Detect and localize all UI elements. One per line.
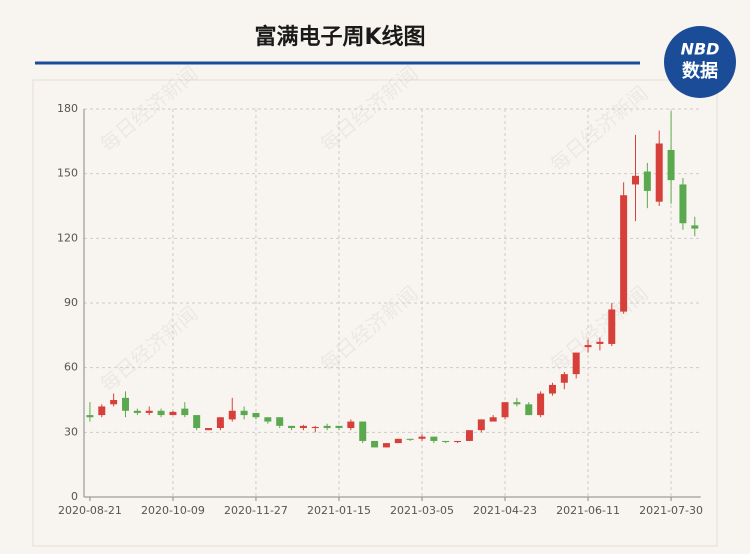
logo-text: 数据 — [682, 60, 718, 82]
candle-body — [572, 352, 580, 375]
candle-body — [679, 184, 687, 224]
candle-body — [311, 426, 319, 429]
candle-body — [299, 425, 307, 429]
candle-body — [264, 417, 272, 422]
candle-body — [655, 143, 663, 202]
plot: 0 30 60 90 120 150 180 2020-08-21 2020-10-09 2020… — [57, 102, 703, 517]
y-tick-label: 60 — [64, 361, 78, 374]
y-tick-label: 180 — [57, 102, 78, 115]
candle-body — [371, 440, 379, 448]
candle-body — [454, 440, 462, 443]
candle-body — [513, 402, 521, 405]
candle-body — [430, 436, 438, 441]
candle-body — [643, 171, 651, 191]
frame — [32, 79, 718, 547]
x-tick-label: 2020-10-09 — [141, 504, 205, 517]
x-tick-label: 2021-01-15 — [307, 504, 371, 517]
candle-body — [98, 406, 106, 416]
x-tick-label: 2021-03-05 — [390, 504, 454, 517]
candle-body — [205, 428, 213, 431]
candle-body — [145, 410, 153, 413]
candle-body — [560, 374, 568, 383]
y-tick-label: 120 — [57, 231, 78, 244]
candle-body — [181, 408, 189, 416]
candle-body — [276, 417, 284, 426]
y-tick-label: 30 — [64, 425, 78, 438]
candle-body — [477, 419, 485, 431]
candle-body — [537, 393, 545, 416]
candle-body — [691, 225, 699, 229]
candle-body — [228, 410, 236, 420]
candle-body — [489, 417, 497, 422]
y-tick-label: 0 — [71, 490, 78, 503]
y-tick-label: 150 — [57, 167, 78, 180]
x-tick-label: 2021-04-23 — [473, 504, 537, 517]
candle-body — [157, 410, 165, 416]
candle-body — [608, 309, 616, 344]
candle-body — [216, 417, 224, 429]
candle-body — [347, 421, 355, 429]
y-tick-label: 90 — [64, 296, 78, 309]
candle-body — [406, 438, 414, 440]
candle-body — [86, 415, 94, 418]
x-tick-label: 2020-08-21 — [58, 504, 122, 517]
candle-body — [193, 415, 201, 429]
candle-body — [631, 175, 639, 185]
candle-body — [110, 400, 118, 405]
candle-body — [465, 430, 473, 441]
x-tick-label: 2021-07-30 — [639, 504, 703, 517]
x-tick-label: 2021-06-11 — [556, 504, 620, 517]
candle-body — [418, 436, 426, 439]
logo-text: NBD — [681, 40, 720, 59]
candle-body — [133, 410, 141, 413]
candle-body — [252, 412, 260, 418]
candle-body — [596, 341, 604, 344]
candle-body — [169, 411, 177, 416]
candle-body — [335, 425, 343, 429]
x-tick-label: 2020-11-27 — [224, 504, 288, 517]
candle-body — [394, 438, 402, 444]
candle-body — [240, 410, 248, 416]
candle-body — [667, 149, 675, 181]
chart-title: 富满电子周K线图 — [254, 24, 425, 50]
candle-body — [323, 425, 331, 429]
candle-body — [548, 384, 556, 394]
candle-body — [122, 397, 130, 411]
candle-body — [525, 404, 533, 416]
candle-body — [501, 402, 509, 418]
candle-body — [620, 195, 628, 312]
candle-body — [288, 425, 296, 429]
logo — [664, 26, 736, 98]
candle-body — [359, 421, 367, 441]
candle-body — [382, 443, 390, 448]
candle-body — [442, 440, 450, 443]
candle-body — [584, 345, 592, 348]
